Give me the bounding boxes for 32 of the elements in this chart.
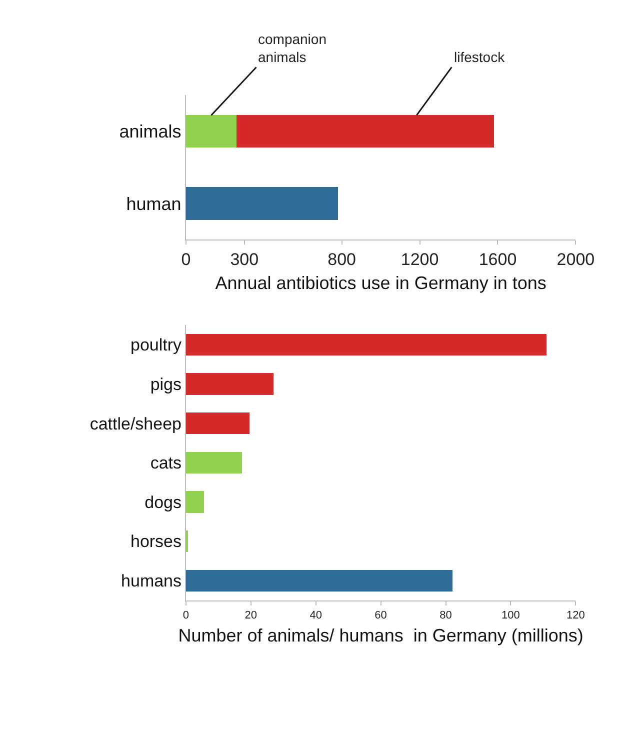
y-tick-label: pigs xyxy=(150,374,182,394)
bar xyxy=(186,334,546,356)
bar xyxy=(186,373,274,395)
x-tick-label: 40 xyxy=(310,609,322,622)
x-tick-label: 20 xyxy=(244,609,258,622)
x-axis-title: Number of animals/ humans in Germany (millions) xyxy=(178,626,584,646)
bar xyxy=(186,452,242,474)
text: lifestock xyxy=(454,49,506,65)
y-tick-label: cats xyxy=(150,454,182,473)
x-tick-label: 120 xyxy=(566,609,585,622)
x-tick-label: 1200 xyxy=(400,250,439,270)
x-tick-label: 60 xyxy=(374,609,387,622)
x-tick-label: 80 xyxy=(440,609,452,622)
y-tick-label: humans xyxy=(121,572,182,591)
x-tick-label: 800 xyxy=(328,250,356,270)
bar xyxy=(186,491,204,513)
bar xyxy=(186,412,250,434)
y-tick-label: horses xyxy=(130,532,182,552)
x-tick-label: 2000 xyxy=(556,250,595,270)
bar xyxy=(186,570,452,592)
text: companion animals xyxy=(258,31,326,66)
x-tick-label: 0 xyxy=(181,250,191,270)
x-tick-label: 1600 xyxy=(478,250,517,270)
y-tick-label: dogs xyxy=(144,492,182,512)
x-tick-label: 0 xyxy=(182,609,189,622)
y-tick-label: animals xyxy=(119,121,182,142)
y-tick-label: cattle/sheep xyxy=(90,414,182,434)
x-tick-label: 300 xyxy=(230,250,259,270)
y-tick-label: poultry xyxy=(130,336,182,355)
x-tick-label: 100 xyxy=(502,609,520,622)
x-axis-title: Annual antibiotics use in Germany in tons xyxy=(215,273,546,294)
y-tick-label: human xyxy=(126,194,182,214)
